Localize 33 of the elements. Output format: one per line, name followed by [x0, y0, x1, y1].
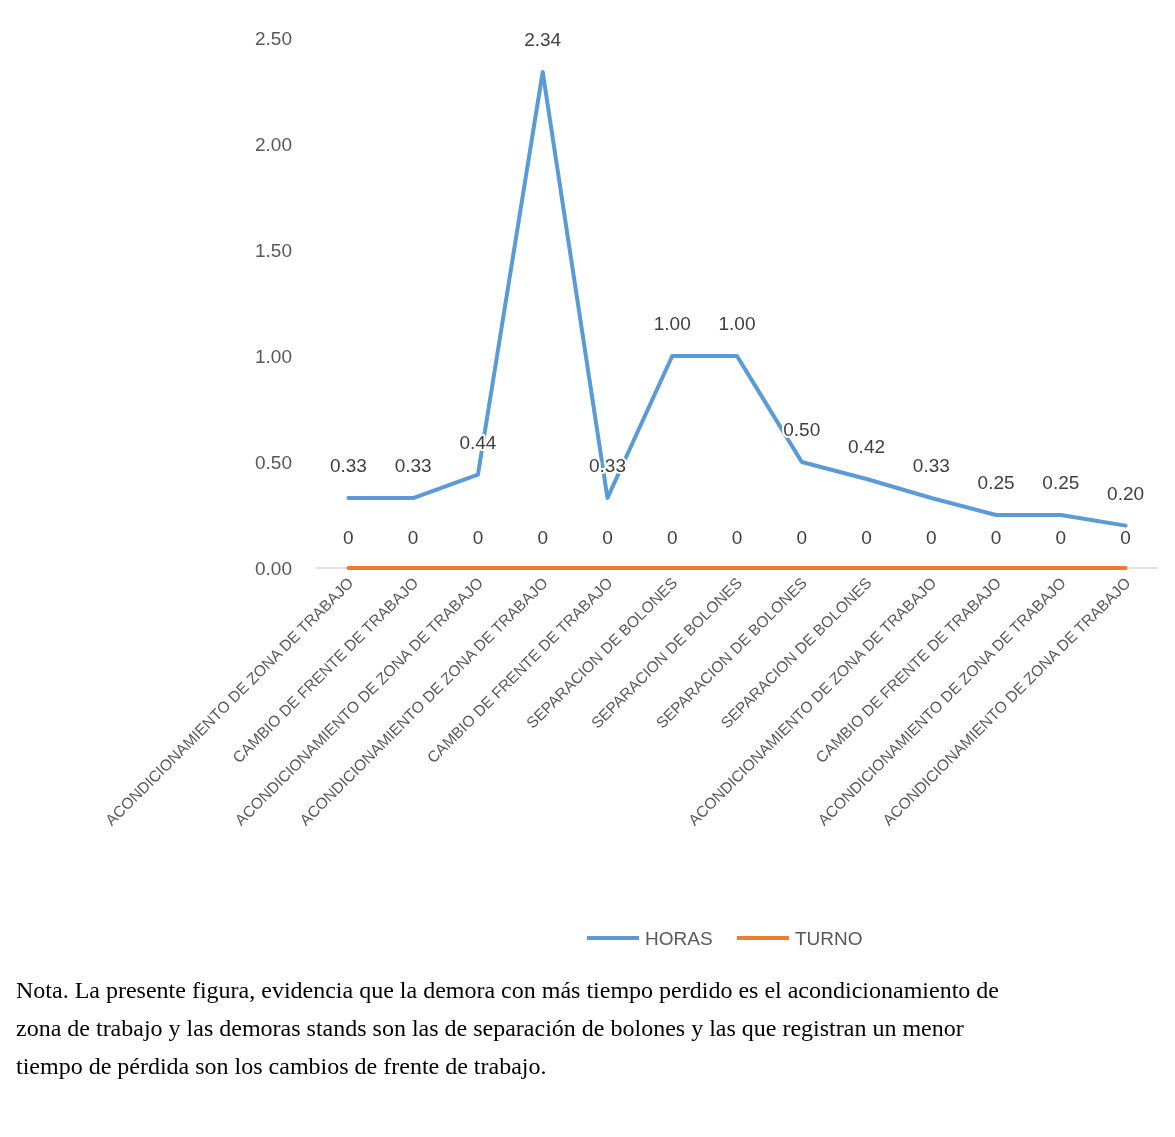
data-label: 0	[472, 527, 484, 548]
data-label: 1.00	[653, 313, 691, 334]
y-tick-label: 2.50	[255, 27, 292, 49]
legend-label: HORAS	[645, 927, 713, 949]
data-label: 0.33	[912, 455, 950, 477]
data-label: 0	[731, 527, 743, 548]
data-label: 0	[1055, 527, 1067, 548]
data-label: 0	[1120, 527, 1131, 548]
text: Nota. La presente figura, evidencia que la demora con más tiempo perdido es el acondicionamiento de zona de trabajo y las demoras stands son las de separación de bolones y las que registran un menor tiempo de pérdida son los cambios de frente de trabajo.	[16, 977, 999, 1079]
data-label: 0.50	[783, 419, 821, 440]
data-label: 0	[861, 527, 872, 548]
data-label: 0.20	[1107, 482, 1145, 504]
legend-label: TURNO	[795, 927, 863, 949]
y-tick-label: 0.50	[255, 451, 292, 473]
data-label: 0.42	[848, 435, 886, 457]
data-label: 0	[537, 527, 548, 548]
data-label: 0	[666, 527, 678, 548]
data-label: 0	[926, 527, 937, 548]
data-label: 0	[990, 527, 1002, 548]
data-label: 2.34	[524, 28, 562, 50]
data-label: 0	[407, 527, 419, 548]
data-label: 0	[796, 527, 808, 548]
data-label: 0.33	[394, 455, 432, 477]
data-label: 0.25	[1042, 472, 1080, 493]
data-label: 0.33	[329, 455, 367, 477]
data-label: 0.25	[977, 472, 1015, 493]
y-tick-label: 1.00	[255, 345, 292, 367]
data-label: 1.00	[718, 313, 756, 334]
data-label: 0	[343, 527, 354, 548]
y-tick-label: 1.50	[255, 239, 292, 261]
y-tick-label: 2.00	[255, 133, 292, 155]
y-tick-label: 0.00	[255, 557, 292, 579]
data-label: 0	[602, 527, 613, 548]
